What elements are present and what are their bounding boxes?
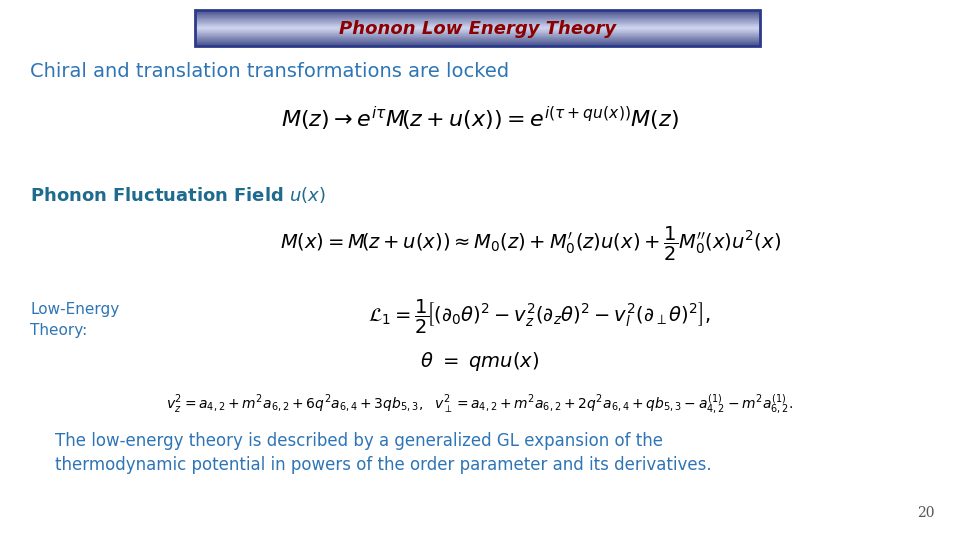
Bar — [195, 37, 760, 38]
Bar — [195, 32, 760, 33]
Bar — [195, 39, 760, 40]
Bar — [195, 21, 760, 22]
Bar — [195, 25, 760, 26]
Bar — [195, 29, 760, 30]
Bar — [195, 22, 760, 23]
Bar — [195, 45, 760, 46]
Bar — [195, 11, 760, 12]
Bar — [195, 19, 760, 20]
Bar — [195, 10, 760, 11]
Text: Low-Energy
Theory:: Low-Energy Theory: — [30, 302, 119, 338]
Bar — [195, 44, 760, 45]
Text: $M(x) = M\!\left(z+u(x)\right) \approx M_0(z) + M_0^{\prime}(z)u(x) + \dfrac{1}{: $M(x) = M\!\left(z+u(x)\right) \approx M… — [279, 225, 780, 263]
Bar — [195, 24, 760, 25]
Text: $M(z) \rightarrow e^{i\tau}M\!\left(z+u(x)\right) = e^{i(\tau+qu(x))}M(z)$: $M(z) \rightarrow e^{i\tau}M\!\left(z+u(… — [281, 105, 679, 133]
Text: Chiral and translation transformations are locked: Chiral and translation transformations a… — [30, 62, 509, 81]
Bar — [195, 28, 760, 29]
Bar — [195, 26, 760, 28]
Bar — [195, 21, 760, 22]
Bar — [195, 27, 760, 28]
Bar — [195, 23, 760, 24]
Bar — [195, 26, 760, 27]
Bar — [195, 12, 760, 13]
Bar — [195, 17, 760, 18]
Bar — [195, 45, 760, 46]
Bar — [195, 40, 760, 42]
Bar — [195, 19, 760, 21]
Bar — [195, 43, 760, 44]
Bar — [195, 16, 760, 17]
Bar — [195, 35, 760, 36]
Bar — [195, 15, 760, 16]
Bar — [195, 30, 760, 31]
Bar — [195, 13, 760, 14]
Bar — [195, 23, 760, 24]
Bar — [195, 18, 760, 19]
Bar — [195, 30, 760, 31]
Bar — [195, 35, 760, 36]
Bar — [195, 14, 760, 15]
Bar — [195, 33, 760, 34]
Bar — [195, 33, 760, 35]
Bar — [195, 17, 760, 18]
Bar — [195, 16, 760, 17]
Bar — [195, 36, 760, 37]
Text: The low-energy theory is described by a generalized GL expansion of the: The low-energy theory is described by a … — [55, 432, 663, 450]
Text: Phonon Low Energy Theory: Phonon Low Energy Theory — [339, 20, 616, 38]
Bar — [195, 38, 760, 39]
Bar — [195, 11, 760, 12]
Bar — [195, 15, 760, 16]
Bar — [195, 43, 760, 44]
Bar — [195, 13, 760, 14]
Bar — [195, 24, 760, 25]
Bar — [195, 42, 760, 43]
Bar — [195, 31, 760, 32]
Text: $v_z^2 = a_{4,2} + m^2 a_{6,2} + 6q^2 a_{6,4} + 3qb_{5,3},\ \ v_\perp^2 = a_{4,2: $v_z^2 = a_{4,2} + m^2 a_{6,2} + 6q^2 a_… — [166, 393, 794, 416]
Bar — [195, 44, 760, 45]
Bar — [195, 40, 760, 41]
Bar — [195, 32, 760, 33]
Text: thermodynamic potential in powers of the order parameter and its derivatives.: thermodynamic potential in powers of the… — [55, 456, 711, 474]
Bar — [195, 22, 760, 23]
Bar — [195, 29, 760, 30]
Bar — [195, 38, 760, 39]
Bar — [195, 12, 760, 13]
Text: $\mathcal{L}_1 = \dfrac{1}{2}\!\left[(\partial_0\theta)^2 - v_z^2(\partial_z\the: $\mathcal{L}_1 = \dfrac{1}{2}\!\left[(\p… — [369, 298, 711, 336]
Bar — [195, 36, 760, 37]
Bar — [195, 39, 760, 40]
Bar — [195, 20, 760, 21]
Bar — [195, 28, 760, 29]
Bar — [195, 37, 760, 38]
Bar — [195, 10, 760, 11]
Bar — [195, 41, 760, 42]
Text: 20: 20 — [918, 506, 935, 520]
Bar — [195, 31, 760, 32]
Bar — [195, 18, 760, 19]
Bar — [195, 10, 760, 46]
Bar — [195, 25, 760, 26]
Bar — [195, 42, 760, 43]
Bar — [195, 14, 760, 15]
Text: $\bf{Phonon\ Fluctuation\ Field}\ $$u(x)$: $\bf{Phonon\ Fluctuation\ Field}\ $$u(x)… — [30, 185, 325, 205]
Bar — [195, 34, 760, 35]
Text: $\theta \ =\ qmu(x)$: $\theta \ =\ qmu(x)$ — [420, 350, 540, 373]
